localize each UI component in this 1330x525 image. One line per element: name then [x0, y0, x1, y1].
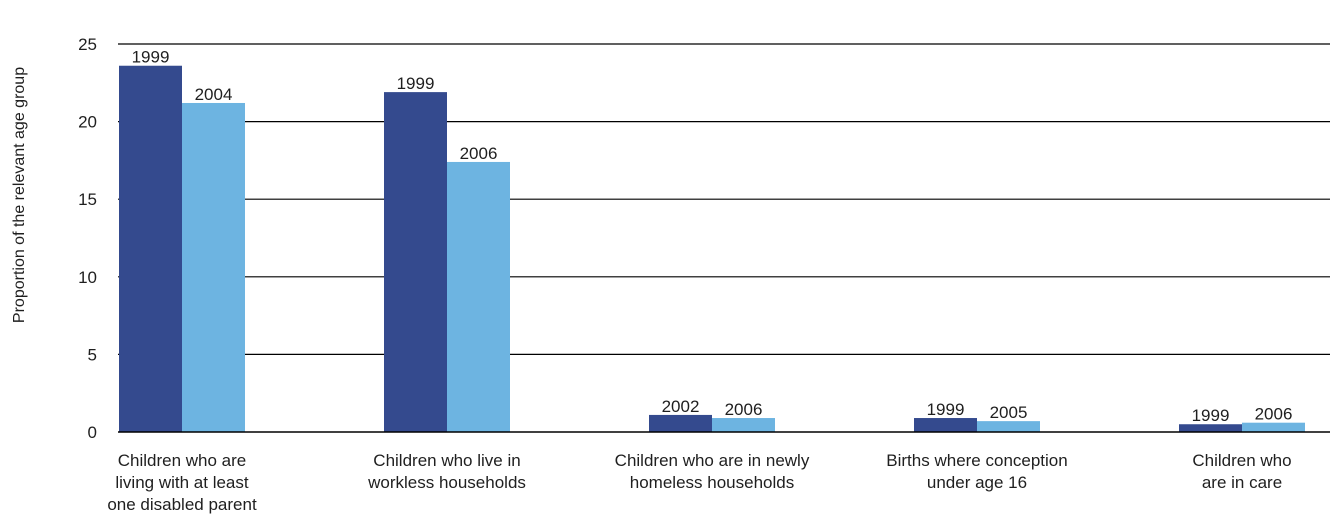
bar-year-label: 1999: [1192, 406, 1230, 425]
category-label-line: Children who: [1192, 451, 1291, 470]
category-label-line: Births where conception: [886, 451, 1067, 470]
bar-year-label: 2006: [460, 144, 498, 163]
bar-year-label: 2006: [1255, 405, 1293, 424]
category-label: Children who are in newly homeless househ…: [615, 451, 810, 492]
bar: [447, 161, 510, 432]
gridlines: [118, 43, 1330, 355]
y-tick-label: 5: [88, 345, 97, 364]
category-label-line: Children who are in newly: [615, 451, 810, 470]
category-label: Children who live in workless households: [367, 451, 526, 492]
category-label-line: Children who are: [118, 451, 247, 470]
category-label: Children who are in care: [1192, 451, 1291, 492]
axes: 0 5 10 15 20 25 Children who are living with at…: [78, 35, 1330, 514]
y-tick-label: 15: [78, 190, 97, 209]
category-label-line: workless households: [367, 473, 526, 492]
category-label-line: homeless households: [630, 473, 794, 492]
bar-year-label: 2005: [990, 403, 1028, 422]
bar: [1242, 422, 1305, 432]
bar: [977, 421, 1040, 432]
category-label-line: under age 16: [927, 473, 1027, 492]
category-label-line: living with at least: [115, 473, 249, 492]
bars: [119, 65, 1305, 432]
bar: [649, 414, 712, 432]
category-label: Births where conception under age 16: [886, 451, 1067, 492]
category-label: Children who are living with at least one …: [107, 451, 257, 514]
y-tick-label: 10: [78, 268, 97, 287]
bar-year-label: 1999: [927, 400, 965, 419]
y-tick-label: 25: [78, 35, 97, 54]
y-tick-label: 0: [88, 423, 97, 442]
bar: [384, 92, 447, 432]
category-label-line: Children who live in: [373, 451, 520, 470]
bar: [1179, 424, 1242, 432]
bar: [182, 102, 245, 432]
category-label-line: one disabled parent: [107, 495, 257, 514]
bar-year-label: 2002: [662, 397, 700, 416]
bar-year-label: 1999: [397, 74, 435, 93]
bar: [119, 65, 182, 432]
bar-year-label: 2004: [195, 85, 233, 104]
bar-year-label: 1999: [132, 48, 170, 67]
bar: [914, 418, 977, 432]
bar-labels: 1999 2004 1999 2006 2002 2006 1999 2005 1999 2006: [132, 48, 1293, 426]
bar: [712, 418, 775, 432]
category-label-line: are in care: [1202, 473, 1282, 492]
bar-year-label: 2006: [725, 400, 763, 419]
y-axis-title: Proportion of the relevant age group: [11, 67, 28, 323]
y-tick-label: 20: [78, 113, 97, 132]
